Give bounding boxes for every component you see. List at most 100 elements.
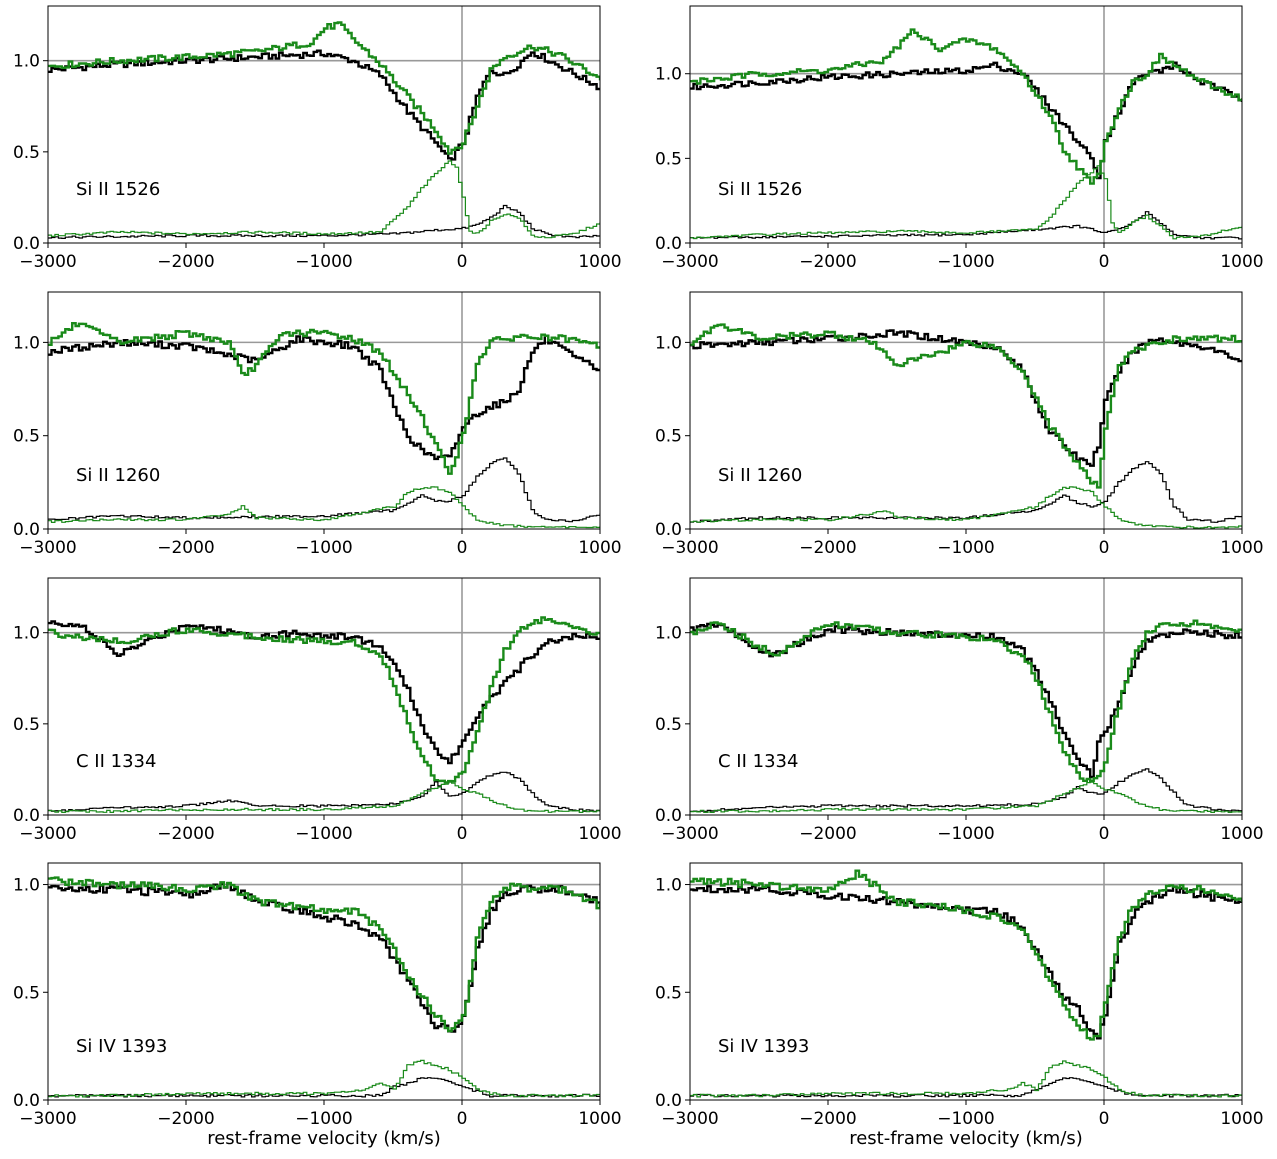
series-green-thin (48, 1059, 600, 1098)
y-tick-label: 0.0 (13, 806, 40, 826)
x-tick-label: −2000 (157, 538, 215, 558)
x-tick-label: −2000 (799, 1109, 857, 1129)
x-tick-label: 1000 (1220, 1109, 1263, 1129)
series-green-thick (690, 323, 1242, 489)
x-tick-label: −3000 (661, 1109, 719, 1129)
y-tick-label: 0.5 (655, 983, 682, 1003)
axes-frame (47, 5, 601, 244)
y-tick-label: 0.0 (13, 520, 40, 540)
x-tick-label: −1000 (295, 824, 353, 844)
series-green-thin (48, 160, 600, 239)
series-black-thin (690, 768, 1242, 813)
series-black-thin (48, 204, 600, 239)
series-group (48, 322, 600, 529)
x-tick-label: 1000 (1220, 824, 1263, 844)
x-tick-label: 1000 (578, 538, 621, 558)
series-green-thick (48, 21, 600, 155)
line-label: Si II 1526 (76, 179, 160, 200)
series-green-thin (48, 781, 600, 813)
x-tick-label: −1000 (295, 538, 353, 558)
series-green-thick (48, 876, 600, 1033)
y-tick-label: 0.0 (655, 806, 682, 826)
panel-1: −3000 −2000 −1000 0 1000 0.0 0.5 1.0 Si II 1526 (13, 5, 622, 272)
x-tick-label: −3000 (19, 252, 77, 272)
x-tick-label: −3000 (19, 1109, 77, 1129)
y-tick-label: 1.0 (655, 876, 682, 896)
series-black-thick (48, 49, 600, 161)
y-tick-label: 1.0 (13, 876, 40, 896)
x-tick-label: 0 (1099, 538, 1110, 558)
x-tick-label: 0 (1099, 252, 1110, 272)
series-group (690, 619, 1242, 813)
x-axis-label: rest-frame velocity (km/s) (849, 1128, 1083, 1149)
x-tick-label: 1000 (1220, 538, 1263, 558)
panel-5: −3000 −2000 −1000 0 1000 0.0 0.5 1.0 C II 1334 (13, 577, 622, 844)
panel-4: −3000 −2000 −1000 0 1000 0.0 0.5 1.0 Si II 1260 (655, 291, 1264, 558)
axes-frame (689, 291, 1243, 530)
line-label: C II 1334 (718, 751, 798, 772)
series-green-thin (690, 486, 1242, 529)
x-tick-label: 0 (457, 1109, 468, 1129)
y-tick-label: 1.0 (655, 65, 682, 85)
x-axis-label: rest-frame velocity (km/s) (207, 1128, 441, 1149)
panel-8: −3000 −2000 −1000 0 1000 0.0 0.5 1.0 Si IV 1393 r… (655, 862, 1264, 1149)
axes-frame (47, 577, 601, 816)
series-black-thin (48, 771, 600, 812)
line-label: Si IV 1393 (76, 1036, 167, 1057)
line-label: Si IV 1393 (718, 1036, 809, 1057)
series-green-thin (690, 165, 1242, 240)
line-label: Si II 1260 (718, 465, 802, 486)
axes-frame (689, 577, 1243, 816)
line-label: C II 1334 (76, 751, 156, 772)
series-green-thick (48, 322, 600, 475)
series-group (690, 869, 1242, 1098)
x-tick-label: −2000 (799, 252, 857, 272)
x-tick-label: 0 (457, 538, 468, 558)
series-black-thick (690, 61, 1242, 180)
x-tick-label: −3000 (661, 538, 719, 558)
x-tick-label: 0 (1099, 824, 1110, 844)
series-group (48, 876, 600, 1098)
y-tick-label: 0.0 (13, 234, 40, 254)
y-tick-label: 1.0 (655, 624, 682, 644)
x-tick-label: −2000 (157, 252, 215, 272)
y-tick-label: 0.5 (655, 715, 682, 735)
x-tick-label: 0 (457, 252, 468, 272)
y-tick-label: 0.5 (13, 143, 40, 163)
x-tick-label: 1000 (578, 252, 621, 272)
line-label: Si II 1526 (718, 179, 802, 200)
panel-7: −3000 −2000 −1000 0 1000 0.0 0.5 1.0 Si IV 1393 r… (13, 862, 622, 1149)
y-tick-label: 1.0 (13, 333, 40, 353)
series-black-thick (48, 882, 600, 1033)
x-tick-label: −3000 (661, 252, 719, 272)
line-label: Si II 1260 (76, 465, 160, 486)
series-black-thick (48, 620, 600, 765)
axes-frame (47, 291, 601, 530)
panel-6: −3000 −2000 −1000 0 1000 0.0 0.5 1.0 C II 1334 (655, 577, 1264, 844)
x-tick-label: −2000 (799, 824, 857, 844)
panel-2: −3000 −2000 −1000 0 1000 0.0 0.5 1.0 Si II 1526 (655, 5, 1264, 272)
y-tick-label: 0.0 (13, 1091, 40, 1111)
x-tick-label: −1000 (937, 1109, 995, 1129)
y-tick-label: 0.5 (655, 149, 682, 169)
y-tick-label: 0.0 (655, 1091, 682, 1111)
x-tick-label: 1000 (578, 1109, 621, 1129)
x-tick-label: 0 (1099, 1109, 1110, 1129)
x-tick-label: −2000 (799, 538, 857, 558)
x-tick-label: −2000 (157, 824, 215, 844)
series-black-thick (690, 885, 1242, 1040)
y-tick-label: 0.5 (13, 983, 40, 1003)
x-tick-label: −2000 (157, 1109, 215, 1129)
y-tick-label: 1.0 (13, 624, 40, 644)
series-green-thin (690, 781, 1242, 813)
y-tick-label: 0.5 (13, 427, 40, 447)
y-tick-label: 0.0 (655, 234, 682, 254)
y-tick-label: 0.5 (655, 427, 682, 447)
x-tick-label: −1000 (295, 1109, 353, 1129)
series-green-thin (48, 486, 600, 529)
series-group (690, 28, 1242, 240)
series-green-thick (690, 869, 1242, 1041)
series-green-thick (48, 616, 600, 784)
series-green-thick (690, 28, 1242, 185)
